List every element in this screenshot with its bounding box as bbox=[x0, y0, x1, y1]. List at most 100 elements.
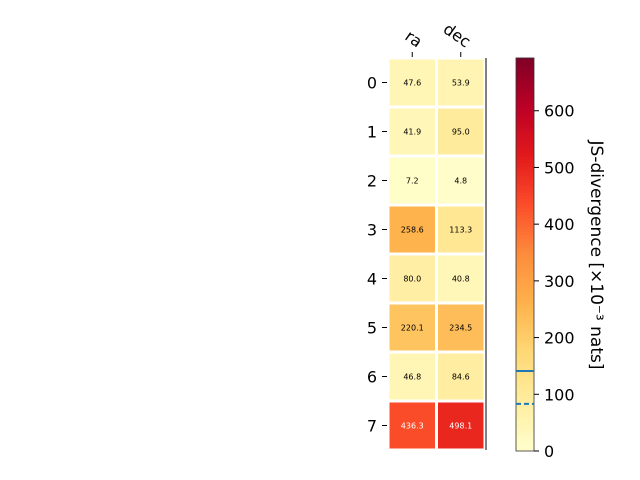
colorbar-segment bbox=[516, 185, 534, 190]
colorbar-segment bbox=[516, 198, 534, 203]
colorbar-segment bbox=[516, 93, 534, 98]
colorbar-segment bbox=[516, 381, 534, 386]
colorbar-segment bbox=[516, 152, 534, 157]
cell-value-label: 80.0 bbox=[403, 275, 421, 284]
colorbar-segment bbox=[516, 133, 534, 137]
colorbar-segment bbox=[516, 345, 534, 350]
colorbar-segment bbox=[516, 270, 534, 275]
colorbar-segment bbox=[516, 257, 534, 262]
colorbar-segment bbox=[516, 90, 534, 95]
cell-value-label: 498.1 bbox=[449, 422, 472, 431]
cell-value-label: 53.9 bbox=[452, 79, 470, 88]
colorbar-segment bbox=[516, 188, 534, 193]
colorbar-segment bbox=[516, 159, 534, 164]
colorbar-segment bbox=[516, 142, 534, 147]
colorbar-segment bbox=[516, 309, 534, 314]
colorbar-segment bbox=[516, 64, 534, 69]
colorbar-segment bbox=[516, 434, 534, 439]
colorbar-segment bbox=[516, 77, 534, 82]
colorbar-segment bbox=[516, 74, 534, 78]
colorbar-segment bbox=[516, 440, 534, 445]
colorbar-segment bbox=[516, 362, 534, 367]
colorbar-segment bbox=[516, 280, 534, 285]
colorbar-segment bbox=[516, 250, 534, 255]
colorbar-segment bbox=[516, 136, 534, 141]
row-tick-label: 4 bbox=[367, 270, 377, 289]
colorbar-segment bbox=[516, 421, 534, 426]
cell-value-label: 436.3 bbox=[401, 422, 424, 431]
colorbar-tick-label: 0 bbox=[544, 442, 554, 461]
heatmap-cell bbox=[435, 203, 487, 256]
colorbar-segment bbox=[516, 388, 534, 393]
colorbar-segment bbox=[516, 417, 534, 422]
colorbar-segment bbox=[516, 205, 534, 209]
colorbar-segment bbox=[516, 106, 534, 111]
colorbar-segment bbox=[516, 57, 534, 62]
row-tick-label: 3 bbox=[367, 221, 377, 240]
colorbar-tick-label: 500 bbox=[544, 158, 575, 177]
colorbar-segment bbox=[516, 119, 534, 124]
colorbar-segment bbox=[516, 427, 534, 432]
column-tick-label: dec bbox=[440, 19, 474, 51]
colorbar-segment bbox=[516, 172, 534, 177]
colorbar-segment bbox=[516, 260, 534, 265]
colorbar-segment bbox=[516, 234, 534, 239]
cell-value-label: 234.5 bbox=[449, 324, 472, 333]
colorbar-segment bbox=[516, 313, 534, 318]
column-tick-label: ra bbox=[402, 26, 426, 51]
colorbar-segment bbox=[516, 365, 534, 370]
colorbar-segment bbox=[516, 83, 534, 88]
heatmap-cell bbox=[435, 154, 487, 207]
colorbar-segment bbox=[516, 178, 534, 183]
colorbar-segment bbox=[516, 290, 534, 295]
colorbar-segment bbox=[516, 437, 534, 442]
colorbar-tick-label: 200 bbox=[544, 329, 575, 348]
heatmap-cell bbox=[435, 252, 487, 305]
colorbar-segment bbox=[516, 241, 534, 245]
colorbar-segment bbox=[516, 303, 534, 308]
colorbar-segment bbox=[516, 126, 534, 131]
colorbar-segment bbox=[516, 116, 534, 121]
row-tick-label: 5 bbox=[367, 319, 377, 338]
colorbar-segment bbox=[516, 211, 534, 216]
row-tick-label: 1 bbox=[367, 123, 377, 142]
colorbar-segment bbox=[516, 267, 534, 272]
colorbar-segment bbox=[516, 326, 534, 331]
colorbar-segment bbox=[516, 103, 534, 108]
colorbar-segment bbox=[516, 359, 534, 363]
heatmap-cell bbox=[435, 399, 487, 452]
colorbar-segment bbox=[516, 322, 534, 327]
colorbar-segment bbox=[516, 411, 534, 416]
colorbar-segment bbox=[516, 247, 534, 252]
colorbar-segment bbox=[516, 254, 534, 259]
colorbar-segment bbox=[516, 129, 534, 134]
colorbar-segment bbox=[516, 319, 534, 324]
colorbar-segment bbox=[516, 175, 534, 180]
colorbar-segment bbox=[516, 273, 534, 278]
colorbar-tick-label: 600 bbox=[544, 102, 575, 121]
colorbar-segment bbox=[516, 306, 534, 311]
colorbar-segment bbox=[516, 162, 534, 167]
colorbar-segment bbox=[516, 149, 534, 154]
colorbar-segment bbox=[516, 97, 534, 101]
cell-value-label: 46.8 bbox=[403, 373, 421, 382]
cell-value-label: 84.6 bbox=[452, 373, 470, 382]
cell-value-label: 41.9 bbox=[403, 128, 421, 137]
colorbar-segment bbox=[516, 283, 534, 288]
colorbar-segment bbox=[516, 231, 534, 236]
colorbar-segment bbox=[516, 191, 534, 196]
colorbar-segment bbox=[516, 332, 534, 337]
colorbar-tick-label: 100 bbox=[544, 385, 575, 404]
row-tick-label: 7 bbox=[367, 417, 377, 436]
colorbar-segment bbox=[516, 391, 534, 396]
colorbar-segment bbox=[516, 165, 534, 170]
colorbar-segment bbox=[516, 100, 534, 105]
colorbar-segment bbox=[516, 349, 534, 354]
colorbar-segment bbox=[516, 208, 534, 213]
colorbar-segment bbox=[516, 80, 534, 85]
cell-value-label: 113.3 bbox=[449, 226, 472, 235]
colorbar-segment bbox=[516, 67, 534, 72]
cell-value-label: 47.6 bbox=[403, 79, 421, 88]
colorbar-segment bbox=[516, 329, 534, 334]
